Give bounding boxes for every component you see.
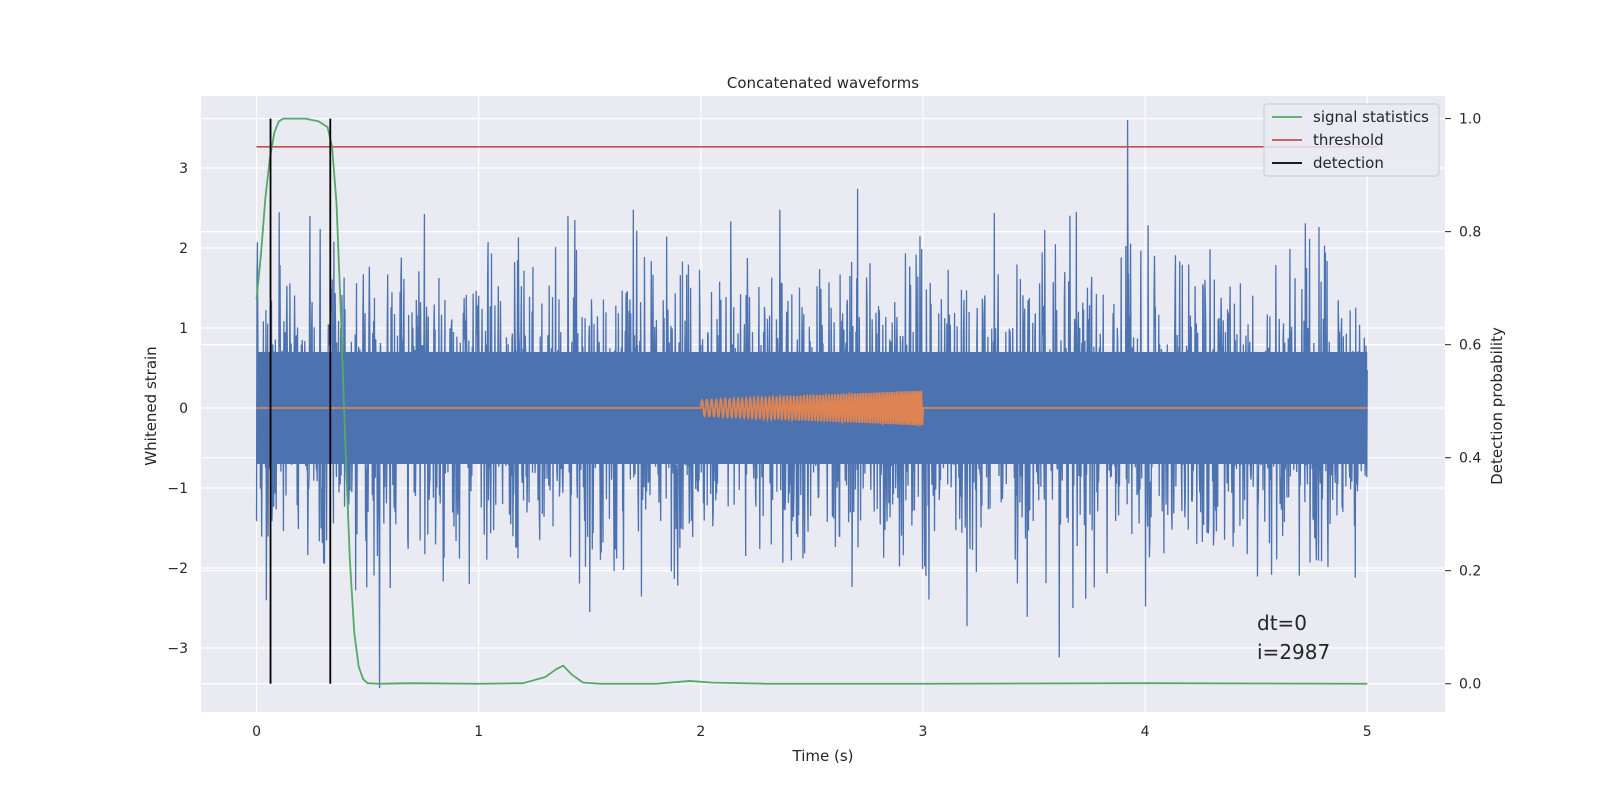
y2-tick-label: 0.6 [1459,338,1481,354]
y-tick-label: 2 [179,241,188,257]
annotation-dt: dt=0 [1257,611,1307,635]
x-tick-label: 4 [1141,724,1150,740]
series-layer [255,117,1379,689]
signal-statistics-series [255,117,1368,685]
y-tick-label: 3 [179,161,188,177]
x-axis-label: Time (s) [792,747,854,765]
x-tick-label: 0 [252,724,261,740]
y2-tick-label: 0.4 [1459,451,1481,467]
axis-layer: 0 1 2 3 4 5 −3 −2 −1 0 1 2 3 0.0 0.2 0.4 0.6 0.8 1.0 [167,112,1481,740]
x-tick-label: 5 [1363,724,1372,740]
y2-tick-label: 1.0 [1459,112,1481,128]
template-series [256,390,1368,428]
legend: signal statistics threshold detection [1263,103,1440,177]
legend-label-threshold: threshold [1313,131,1384,149]
x-tick-label: 2 [696,724,705,740]
y2-tick-label: 0.2 [1459,564,1481,580]
x-tick-label: 1 [474,724,483,740]
chart-title: Concatenated waveforms [727,74,919,92]
y-tick-label: −3 [167,641,188,657]
y-tick-label: 1 [179,321,188,337]
y2-axis-label: Detection probability [1488,327,1506,485]
x-tick-label: 3 [919,724,928,740]
y-tick-label: −1 [167,481,188,497]
y-tick-label: 0 [179,401,188,417]
y-axis-label: Whitened strain [142,346,160,465]
legend-label-signal-statistics: signal statistics [1313,108,1429,126]
y2-tick-label: 0.8 [1459,225,1481,241]
legend-label-detection: detection [1313,154,1384,172]
strain-series [255,119,1368,689]
y-tick-label: −2 [167,561,188,577]
y2-tick-label: 0.0 [1459,677,1481,693]
annotation-index: i=2987 [1257,640,1330,664]
legend-box [1263,103,1440,177]
